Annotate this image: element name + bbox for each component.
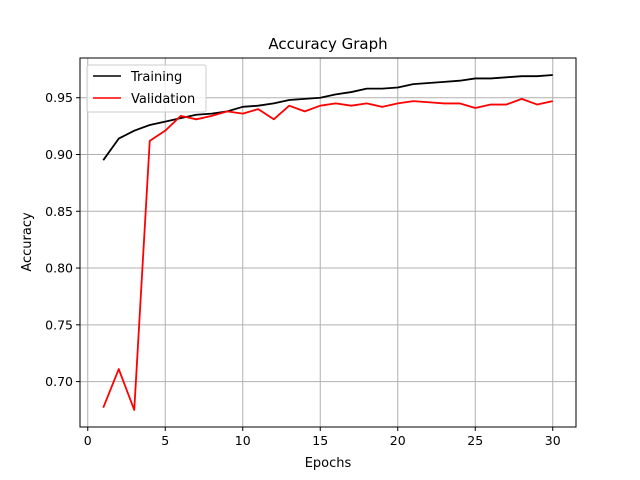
x-tick-label: 30 — [545, 433, 561, 448]
y-tick-label: 0.80 — [45, 261, 73, 276]
y-tick-label: 0.85 — [45, 204, 73, 219]
x-tick-label: 20 — [390, 433, 406, 448]
y-tick-label: 0.95 — [45, 90, 73, 105]
series-line-validation — [102, 97, 553, 411]
plot-frame — [79, 57, 577, 428]
x-tick-label: 15 — [312, 433, 328, 448]
legend: Training Validation — [86, 64, 207, 113]
grid — [80, 58, 576, 427]
x-tick-label: 25 — [467, 433, 483, 448]
series-lines — [102, 74, 553, 411]
y-axis-label: Accuracy — [20, 212, 35, 272]
x-tick-label: 10 — [235, 433, 251, 448]
chart-title: Accuracy Graph — [268, 35, 387, 53]
legend-label-validation: Validation — [131, 92, 195, 107]
legend-label-training: Training — [130, 70, 182, 85]
x-tick-label: 5 — [161, 433, 169, 448]
y-tick-label: 0.70 — [45, 374, 73, 389]
y-tick-label: 0.75 — [45, 317, 73, 332]
x-tick-label: 0 — [84, 433, 92, 448]
y-axis-ticks: 0.70 0.75 0.80 0.85 0.90 0.95 — [45, 90, 80, 389]
y-tick-label: 0.90 — [45, 147, 73, 162]
x-axis-label: Epochs — [305, 456, 352, 471]
x-axis-ticks: 0 5 10 15 20 25 30 — [84, 427, 561, 448]
